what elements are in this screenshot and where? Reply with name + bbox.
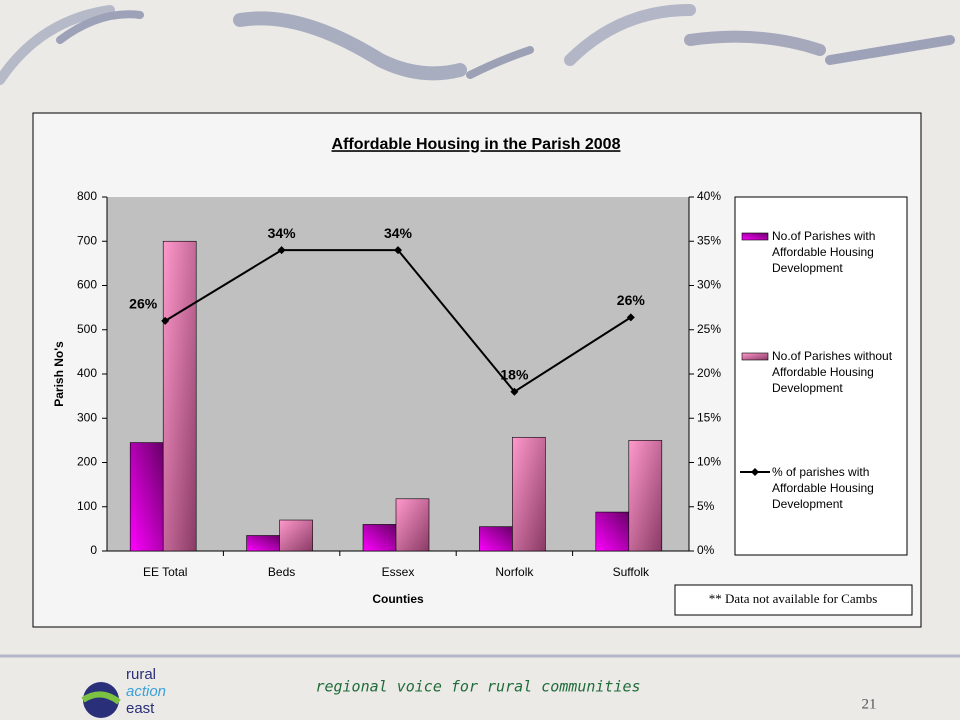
- y2-tick-label: 35%: [697, 233, 721, 247]
- legend-label: % of parishes with Affordable Housing De…: [772, 464, 908, 512]
- y-tick-label: 300: [77, 410, 97, 424]
- y2-tick-label: 15%: [697, 410, 721, 424]
- x-tick-label: Suffolk: [613, 565, 650, 579]
- y-tick-label: 700: [77, 233, 97, 247]
- data-label: 26%: [129, 296, 158, 312]
- data-label: 18%: [500, 366, 529, 382]
- y2-tick-label: 5%: [697, 499, 715, 513]
- x-tick-label: Beds: [268, 565, 295, 579]
- x-tick-label: EE Total: [143, 565, 187, 579]
- legend-label: No.of Parishes without Affordable Housin…: [772, 348, 908, 396]
- legend-swatch: [742, 233, 768, 240]
- legend-swatch: [742, 353, 768, 360]
- bar: [479, 527, 512, 551]
- note: ** Data not available for Cambs: [709, 591, 878, 606]
- bar: [363, 524, 396, 551]
- chart-title: Affordable Housing in the Parish 2008: [332, 136, 621, 153]
- x-tick-label: Essex: [382, 565, 415, 579]
- slide: Affordable Housing in the Parish 2008 Co…: [0, 0, 960, 720]
- logo-text: action: [126, 683, 166, 700]
- y2-tick-label: 25%: [697, 322, 721, 336]
- y-tick-label: 500: [77, 322, 97, 336]
- bar: [163, 241, 196, 551]
- y-tick-label: 0: [90, 543, 97, 557]
- logo-text: east: [126, 700, 155, 717]
- y2-tick-label: 0%: [697, 543, 715, 557]
- bar: [629, 440, 662, 551]
- y-tick-label: 400: [77, 366, 97, 380]
- y2-tick-label: 10%: [697, 455, 721, 469]
- y-tick-label: 600: [77, 278, 97, 292]
- bar: [396, 499, 429, 551]
- y-tick-label: 800: [77, 189, 97, 203]
- page-number: 21: [862, 696, 877, 712]
- bar: [596, 512, 629, 551]
- y-axis-label: Parish No's: [52, 341, 66, 407]
- y2-tick-label: 20%: [697, 366, 721, 380]
- bar: [247, 536, 280, 551]
- data-label: 34%: [268, 225, 297, 241]
- bar: [512, 437, 545, 551]
- x-tick-label: Norfolk: [495, 565, 534, 579]
- tagline: regional voice for rural communities: [315, 678, 640, 696]
- bar: [130, 443, 163, 551]
- data-label: 26%: [617, 292, 646, 308]
- legend-label: No.of Parishes with Affordable Housing D…: [772, 228, 908, 276]
- logo: rural action east: [83, 666, 166, 718]
- data-label: 34%: [384, 225, 413, 241]
- bar: [280, 520, 313, 551]
- y-tick-label: 100: [77, 499, 97, 513]
- y-tick-label: 200: [77, 455, 97, 469]
- logo-text: rural: [126, 666, 156, 683]
- x-axis-label: Counties: [372, 592, 424, 606]
- y2-tick-label: 30%: [697, 278, 721, 292]
- y2-tick-label: 40%: [697, 189, 721, 203]
